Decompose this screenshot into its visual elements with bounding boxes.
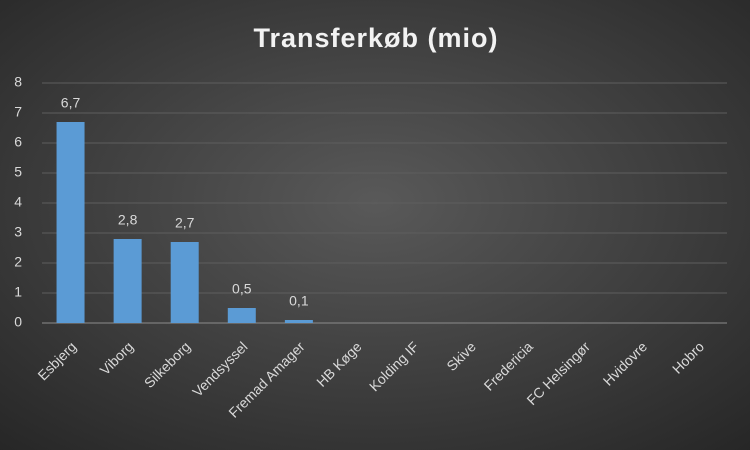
data-label: 0,5 bbox=[232, 281, 252, 297]
y-tick-label: 1 bbox=[14, 284, 22, 300]
bar bbox=[113, 239, 142, 323]
y-tick-label: 2 bbox=[14, 254, 22, 270]
y-tick-label: 5 bbox=[14, 164, 22, 180]
y-tick-label: 3 bbox=[14, 224, 22, 240]
y-tick-label: 7 bbox=[14, 104, 22, 120]
y-tick-label: 4 bbox=[14, 194, 22, 210]
y-tick-label: 0 bbox=[14, 314, 22, 330]
bar bbox=[284, 320, 313, 323]
data-label: 2,8 bbox=[118, 212, 138, 228]
data-label: 6,7 bbox=[61, 95, 81, 111]
data-label: 2,7 bbox=[175, 215, 195, 231]
bar bbox=[170, 242, 199, 323]
data-label: 0,1 bbox=[289, 293, 309, 309]
y-tick-label: 8 bbox=[14, 74, 22, 90]
chart-title: Transferkøb (mio) bbox=[253, 23, 498, 53]
bar bbox=[227, 308, 256, 323]
y-tick-label: 6 bbox=[14, 134, 22, 150]
bar bbox=[56, 122, 85, 323]
